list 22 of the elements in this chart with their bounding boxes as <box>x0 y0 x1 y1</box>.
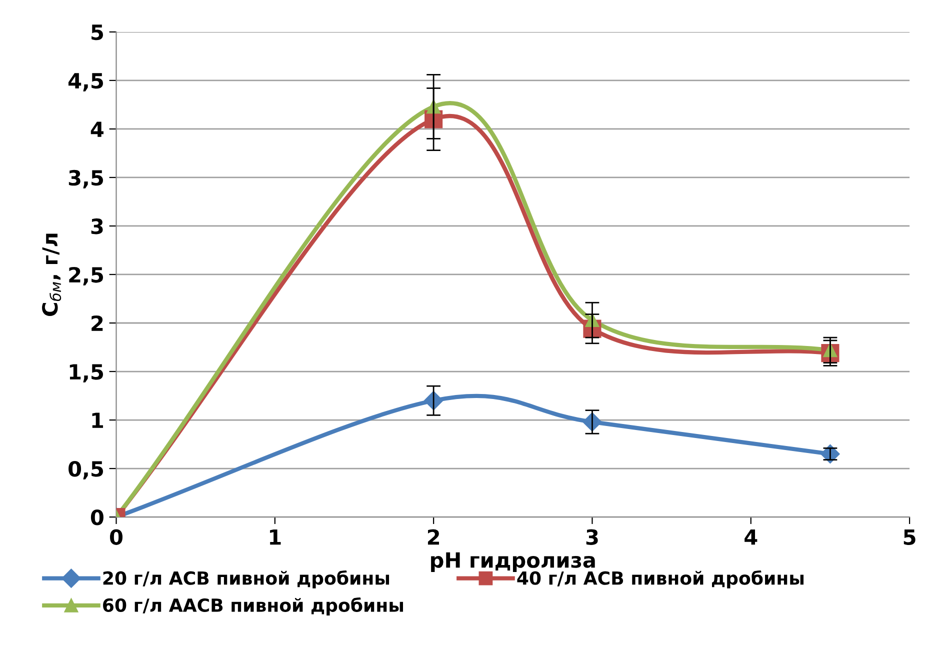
y-tick-label: 2,5 <box>69 266 103 286</box>
y-tick-label: 3 <box>91 218 103 234</box>
legend-label: 20 г/л АСВ пивной дробины <box>103 570 390 588</box>
y-tick-label: 1,5 <box>70 364 103 382</box>
y-tick-label: 4,5 <box>68 73 103 92</box>
y-axis-title: C$_{бм}$, г/л <box>42 234 62 316</box>
x-tick-label: 4 <box>744 529 758 545</box>
x-tick-label: 1 <box>270 529 281 545</box>
y-tick-label: 0,5 <box>68 460 103 480</box>
y-tick-label: 1 <box>92 412 104 428</box>
y-tick-label: 4 <box>90 122 104 137</box>
x-tick-label: 2 <box>428 529 440 545</box>
y-tick-label: 3,5 <box>68 170 103 188</box>
x-tick-label: 3 <box>586 529 598 545</box>
y-tick-label: 0 <box>90 509 104 526</box>
x-tick-label: 0 <box>110 529 122 545</box>
x-axis-title: pH гидролиза <box>431 552 595 572</box>
y-tick-label: 2 <box>92 315 103 331</box>
legend-label: 60 г/л ААСВ пивной дробины <box>103 597 404 616</box>
x-tick-label: 5 <box>904 529 916 545</box>
y-tick-label: 5 <box>92 24 103 40</box>
legend-label: 40 г/л АСВ пивной дробины <box>517 570 804 588</box>
